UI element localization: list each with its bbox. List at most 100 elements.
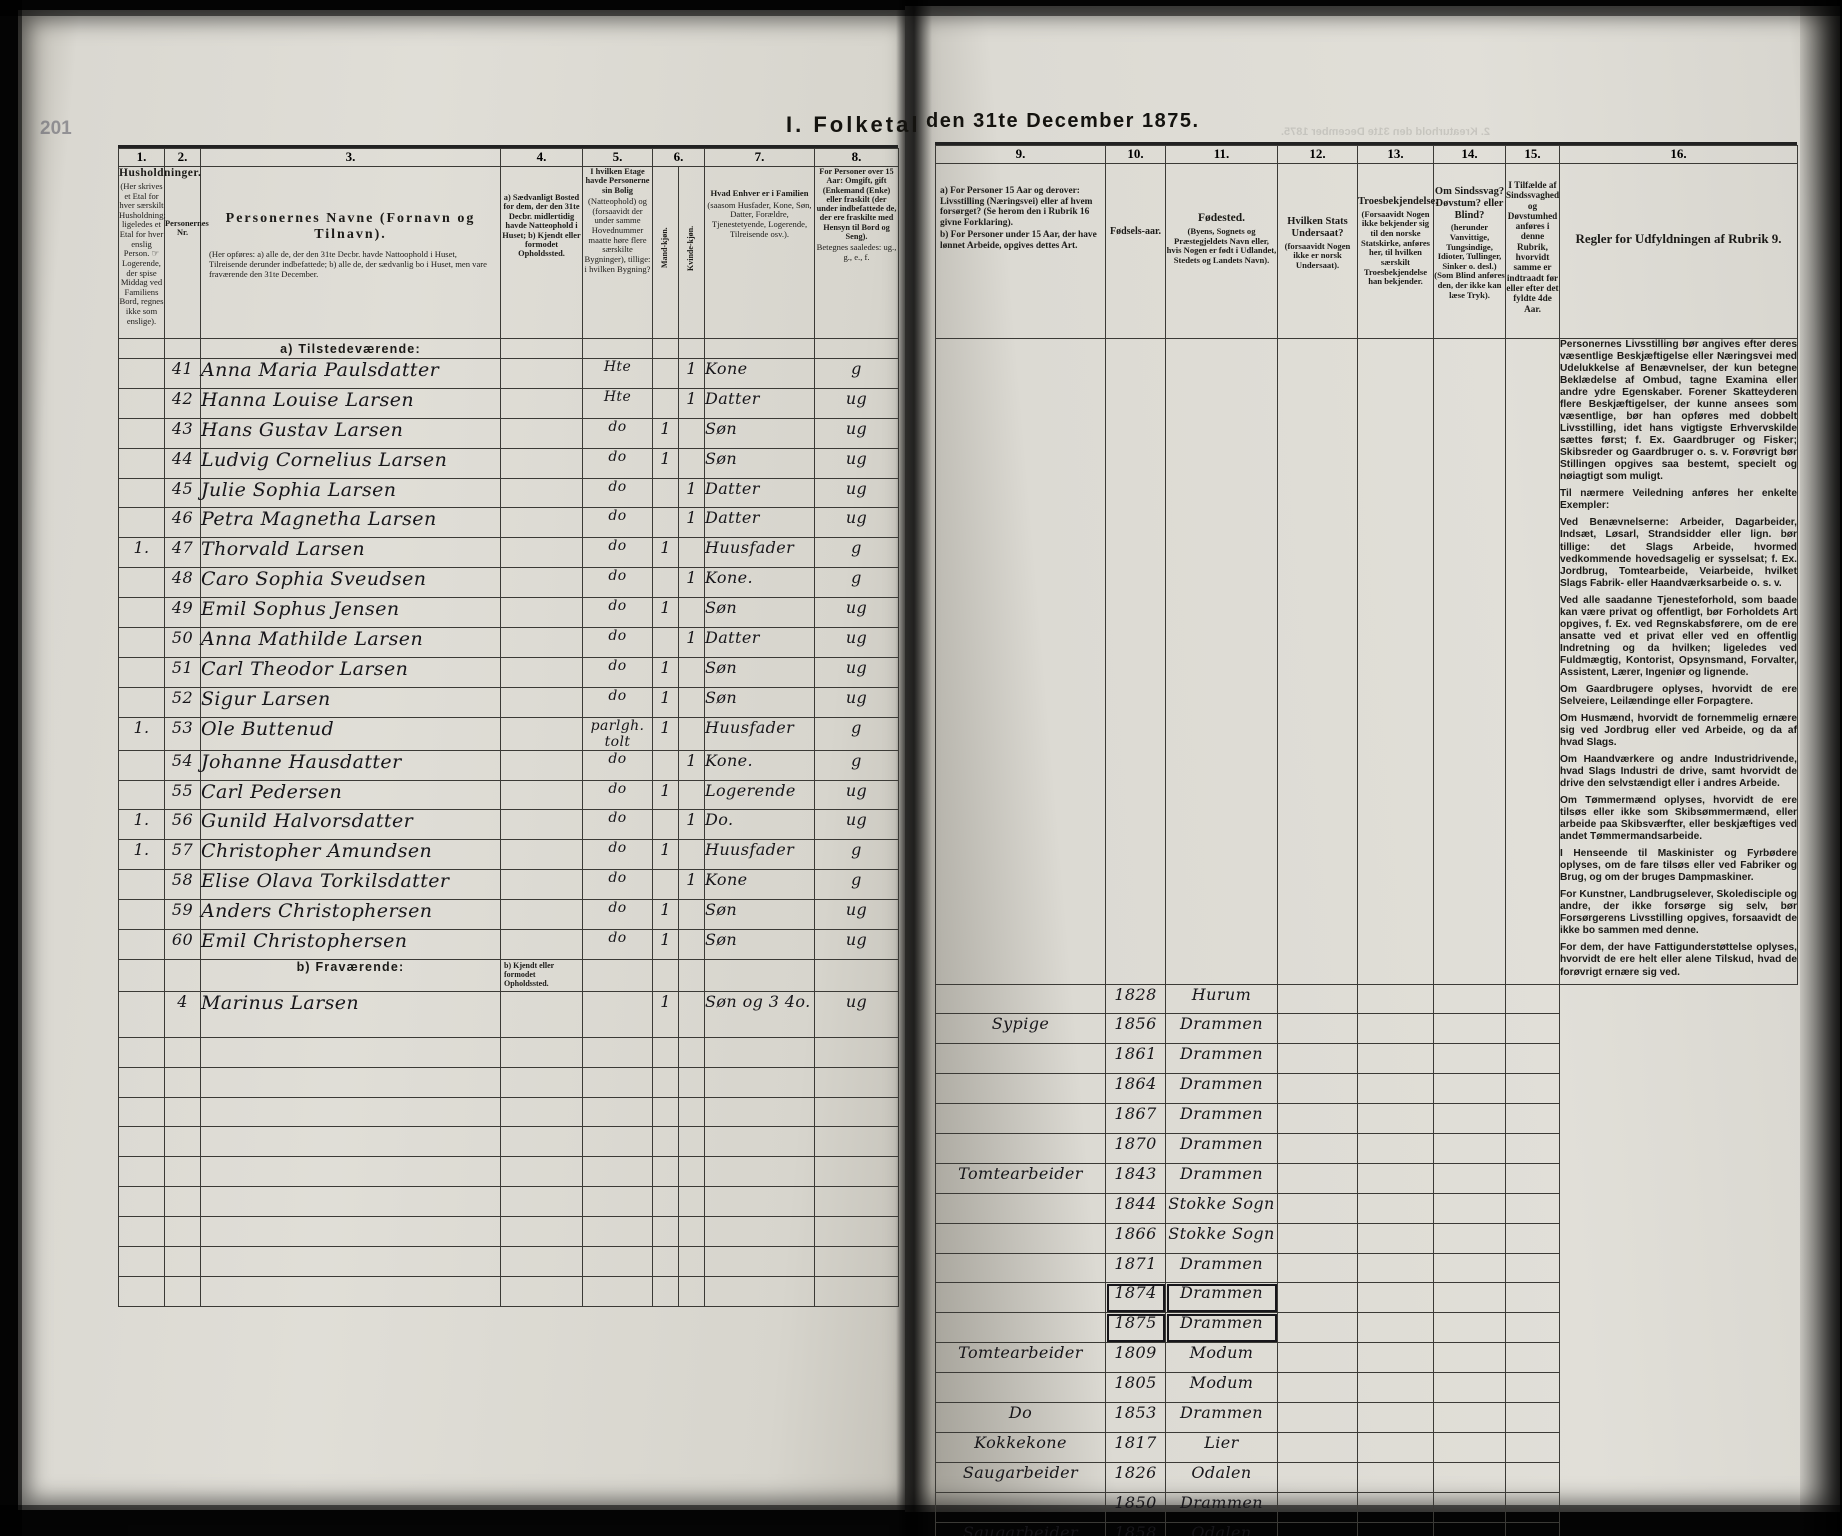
cell-tilfaelde xyxy=(1505,1252,1560,1284)
cell-statsundersaat xyxy=(1277,1132,1358,1164)
page-edge-right xyxy=(1800,0,1842,1536)
rules-paragraph: Om Gaardbrugere oplyses, hvorvidt de ere… xyxy=(1560,683,1797,707)
cell-familiestilling: Kone xyxy=(704,869,815,901)
cell-troesbekjendelse xyxy=(1357,1402,1434,1433)
cell-kjon-kvinde xyxy=(678,686,705,718)
cell-navn: Ludvig Cornelius Larsen xyxy=(200,447,501,479)
cell-civilstand: ug xyxy=(814,809,899,841)
cell-kjon-kvinde: 1 xyxy=(678,477,705,509)
cell-tilfaelde xyxy=(1505,1162,1560,1194)
cell-blank xyxy=(500,1246,583,1277)
cell-kjon-kvinde xyxy=(678,417,705,449)
cell-tilhold xyxy=(500,597,583,629)
cell-husholdning xyxy=(118,686,165,718)
rules-paragraph: For dem, der have Fattigunderstøttelse o… xyxy=(1560,942,1797,978)
cell-tilfaelde xyxy=(1505,1461,1560,1493)
cell-navn: Marinus Larsen xyxy=(200,990,501,1038)
cell-kjon-mand: 1 xyxy=(652,779,679,811)
present-section-row: a) Tilstedeværende: xyxy=(118,338,899,359)
cell-livsstilling xyxy=(935,1282,1106,1314)
cell-etage: do xyxy=(582,899,653,931)
cell-kjon-mand xyxy=(652,358,679,389)
cell-familiestilling: Datter xyxy=(704,387,815,419)
cell-fodested: Drammen xyxy=(1165,1103,1278,1134)
cell-blank xyxy=(704,1096,815,1128)
cell-kjon-kvinde xyxy=(678,990,705,1038)
header-4-body: a) Sædvanligt Bosted for dem, der den 31… xyxy=(502,193,581,259)
cell-statsundersaat xyxy=(1277,1431,1358,1463)
right-section-spacer-row: Personernes Livsstilling bør angives eft… xyxy=(935,338,1798,985)
cell-sindssvag xyxy=(1433,1491,1506,1523)
header-personnr: Personernes Nr. xyxy=(164,166,209,339)
cell-statsundersaat xyxy=(1277,1013,1358,1045)
cell-blank xyxy=(678,1066,705,1098)
cell-kjon-mand: 1 xyxy=(652,899,679,931)
cell-civilstand: ug xyxy=(814,477,899,509)
cell-tilhold xyxy=(500,447,583,479)
cell-etage: do xyxy=(582,809,653,841)
cell-blank xyxy=(500,1275,583,1307)
census-table-left: 1. 2. 3. 4. 5. 6. 7. 8. Husholdninger. (… xyxy=(118,148,899,1307)
table-row: Saugarbeider 1858 Odalen xyxy=(935,1521,1798,1536)
cell-kjon-mand: 1 xyxy=(652,990,679,1038)
cell-blank xyxy=(164,1096,201,1128)
cell-fodselsaar: 1870 xyxy=(1105,1132,1166,1164)
cell-etage: do xyxy=(582,537,653,569)
cell-familiestilling: Kone. xyxy=(704,749,815,781)
cell-sindssvag xyxy=(1433,1132,1506,1164)
cell-tilhold xyxy=(500,869,583,901)
header-etage: I hvilken Etage havde Personerne sin Bol… xyxy=(582,166,653,339)
cell-tilfaelde xyxy=(1505,1342,1560,1374)
cell-etage: do xyxy=(582,779,653,811)
cell-blank xyxy=(652,1036,679,1068)
cell-civilstand: ug xyxy=(814,597,899,629)
cell-blank xyxy=(652,1066,679,1098)
cell-civilstand: ug xyxy=(814,627,899,658)
cell-sindssvag xyxy=(1433,1192,1506,1224)
absent-section-row: b) Fraværende: b) Kjendt eller formodet … xyxy=(118,958,899,992)
cell-etage: do xyxy=(582,417,653,449)
rules-paragraph: Om Haandværkere og andre Industridrivend… xyxy=(1560,754,1797,790)
rules-paragraph: Til nærmere Veiledning anføres her enkel… xyxy=(1560,488,1797,512)
cell-tilhold xyxy=(500,537,583,569)
colnum-6: 6. xyxy=(652,148,705,167)
cell-tilhold xyxy=(500,387,583,419)
cell-livsstilling: Tomtearbeider xyxy=(935,1162,1106,1194)
cell-statsundersaat xyxy=(1277,1521,1358,1536)
cell-personnr: 41 xyxy=(164,358,201,389)
cell-fodselsaar: 1809 xyxy=(1105,1342,1166,1374)
cell-tilhold xyxy=(500,567,583,599)
cell-sindssvag xyxy=(1433,1402,1506,1433)
table-row: 50 Anna Mathilde Larsen do 1 Datter ug xyxy=(118,627,899,658)
cell-blank xyxy=(814,1156,899,1188)
cell-blank xyxy=(164,1156,201,1188)
cell-sindssvag xyxy=(1433,983,1506,1015)
cell-fodselsaar: 1866 xyxy=(1105,1222,1166,1254)
table-row: 49 Emil Sophus Jensen do 1 Søn ug xyxy=(118,597,899,629)
cell-statsundersaat xyxy=(1277,1192,1358,1224)
cell-personnr: 56 xyxy=(164,809,201,841)
cell-fodested: Drammen xyxy=(1165,1132,1278,1164)
cell-kjon-kvinde xyxy=(678,537,705,569)
cell-fodselsaar: 1858 xyxy=(1105,1521,1166,1536)
cell-blank xyxy=(500,1096,583,1128)
cell-navn: Ole Buttenud xyxy=(200,716,501,751)
table-row: 1874 Drammen xyxy=(935,1282,1798,1314)
cell-troesbekjendelse xyxy=(1357,1431,1434,1463)
cell-sindssvag xyxy=(1433,1521,1506,1536)
cell-blank xyxy=(118,1156,165,1188)
cell-blank xyxy=(582,1126,653,1158)
cell-blank xyxy=(814,1066,899,1098)
cell-navn: Johanne Hausdatter xyxy=(200,749,501,781)
cell-navn: Caro Sophia Sveudsen xyxy=(200,567,501,599)
cell-livsstilling xyxy=(935,983,1106,1015)
cell-blank xyxy=(652,1216,679,1248)
table-row: Tomtearbeider 1809 Modum xyxy=(935,1342,1798,1374)
cell-husholdning xyxy=(118,358,165,389)
cell-navn: Christopher Amundsen xyxy=(200,839,501,871)
cell-kjon-kvinde xyxy=(678,779,705,811)
cell-personnr: 48 xyxy=(164,567,201,599)
cell-tilfaelde xyxy=(1505,1073,1560,1105)
cell-civilstand: ug xyxy=(814,507,899,539)
